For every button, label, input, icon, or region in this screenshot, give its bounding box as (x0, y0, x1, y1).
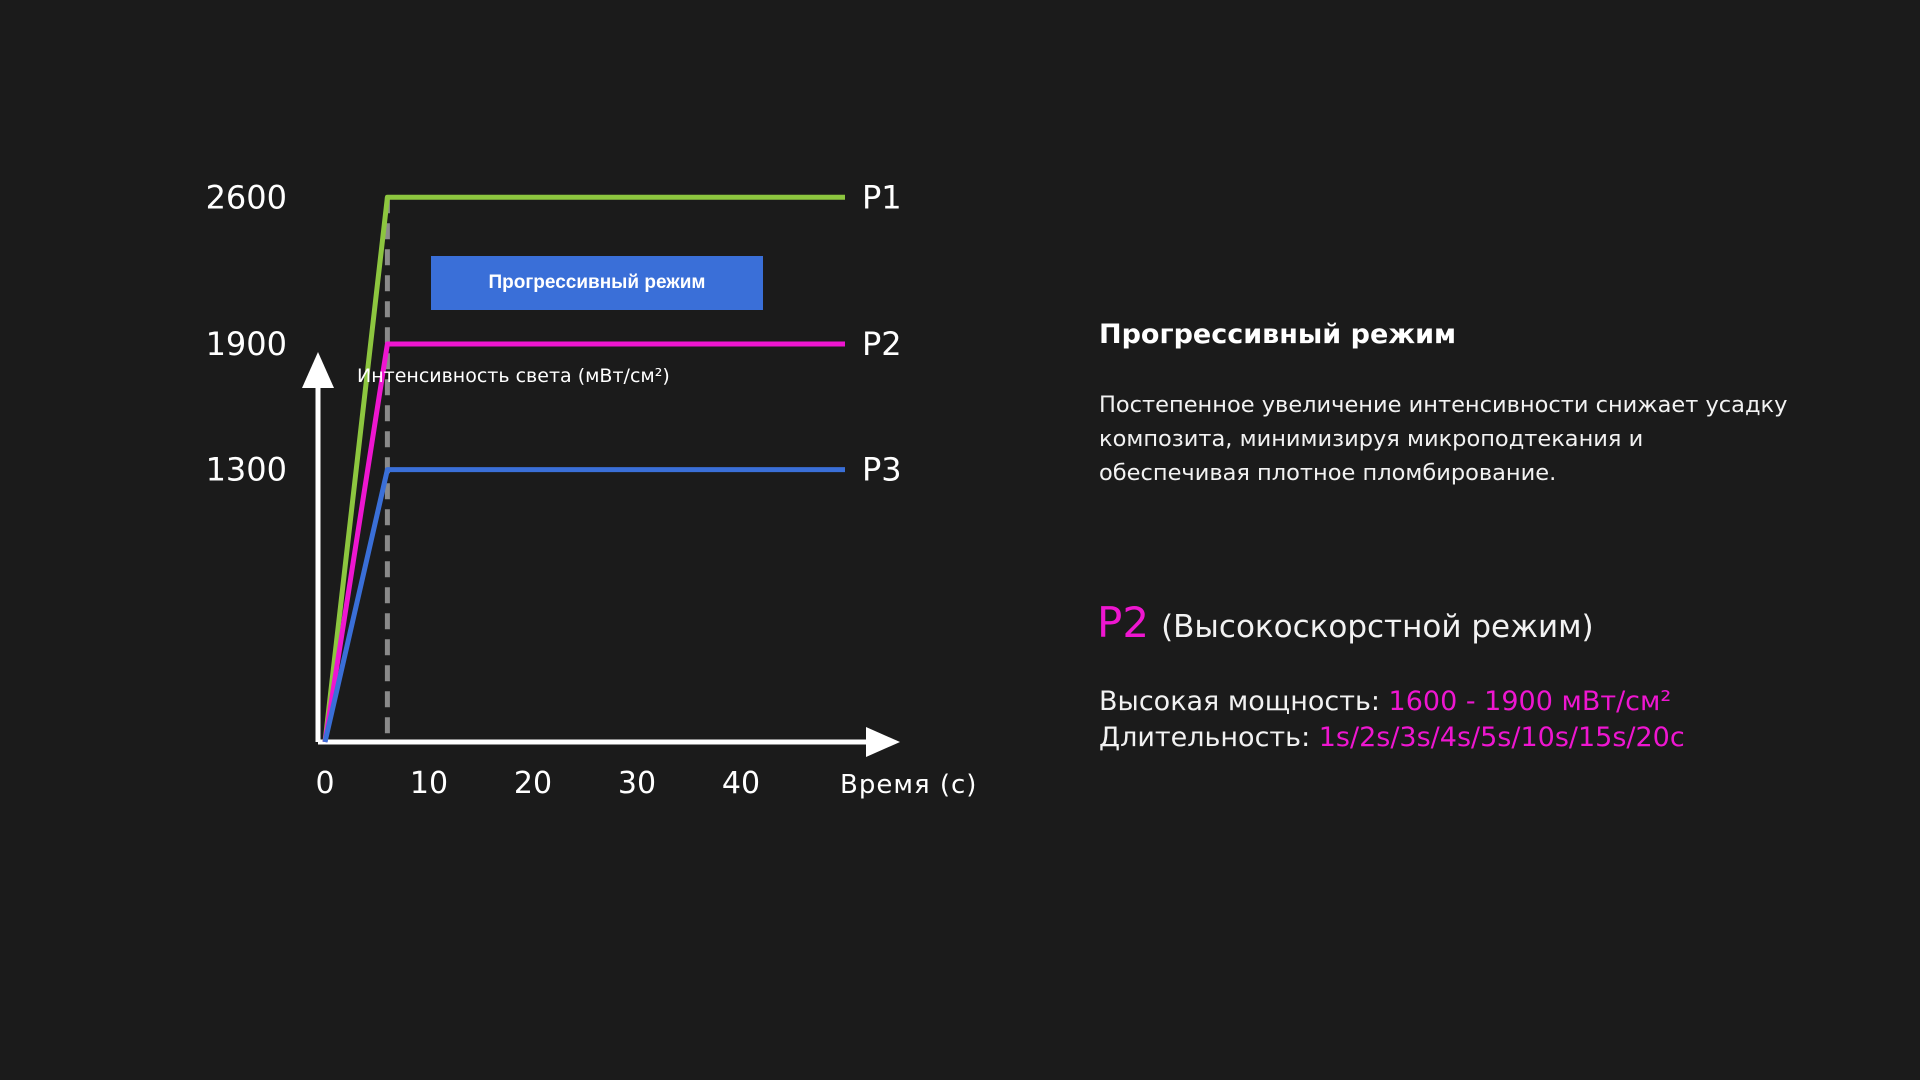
power-label: Высокая мощность: (1099, 686, 1389, 717)
x-tick-label: 30 (618, 766, 656, 801)
x-tick-label: 20 (514, 766, 552, 801)
series-line-p2 (322, 341, 845, 743)
x-tick-label: 40 (722, 766, 760, 801)
info-description: Постепенное увеличение интенсивности сни… (1099, 392, 1788, 486)
x-tick-label: 10 (410, 766, 448, 801)
mode-code: P2 (1097, 598, 1150, 647)
mode-name: (Высокоскорстной режим) (1161, 609, 1594, 645)
y-axis-arrow-icon (302, 352, 334, 388)
duration-label: Длительность: (1099, 722, 1319, 753)
x-tick-label: 0 (315, 766, 334, 801)
series-label-p1: P1 (862, 178, 902, 216)
series-label-p3: P3 (862, 451, 902, 489)
y-tick-label: 1300 (206, 451, 287, 489)
power-value: 1600 - 1900 мВт/см² (1388, 686, 1672, 717)
y-tick-label: 1900 (206, 325, 287, 363)
duration-spec: Длительность: 1s/2s/3s/4s/5s/10s/15s/20c (1099, 722, 1685, 753)
series-line-p1 (322, 194, 845, 743)
power-spec: Высокая мощность: 1600 - 1900 мВт/см² (1099, 686, 1671, 717)
info-title: Прогрессивный режим (1099, 319, 1457, 350)
x-axis-arrow-icon (866, 727, 900, 757)
series-label-p2: P2 (862, 325, 902, 363)
duration-value: 1s/2s/3s/4s/5s/10s/15s/20c (1318, 722, 1685, 753)
x-axis-title: Время (с) (840, 770, 977, 800)
y-axis-title: Интенсивность света (мВт/см²) (357, 365, 670, 387)
mode-heading: P2 (Высокоскорстной режим) (1097, 598, 1594, 647)
series-line-p3 (322, 467, 845, 743)
mode-badge: Прогрессивный режим (431, 256, 763, 310)
y-tick-label: 2600 (206, 178, 287, 216)
